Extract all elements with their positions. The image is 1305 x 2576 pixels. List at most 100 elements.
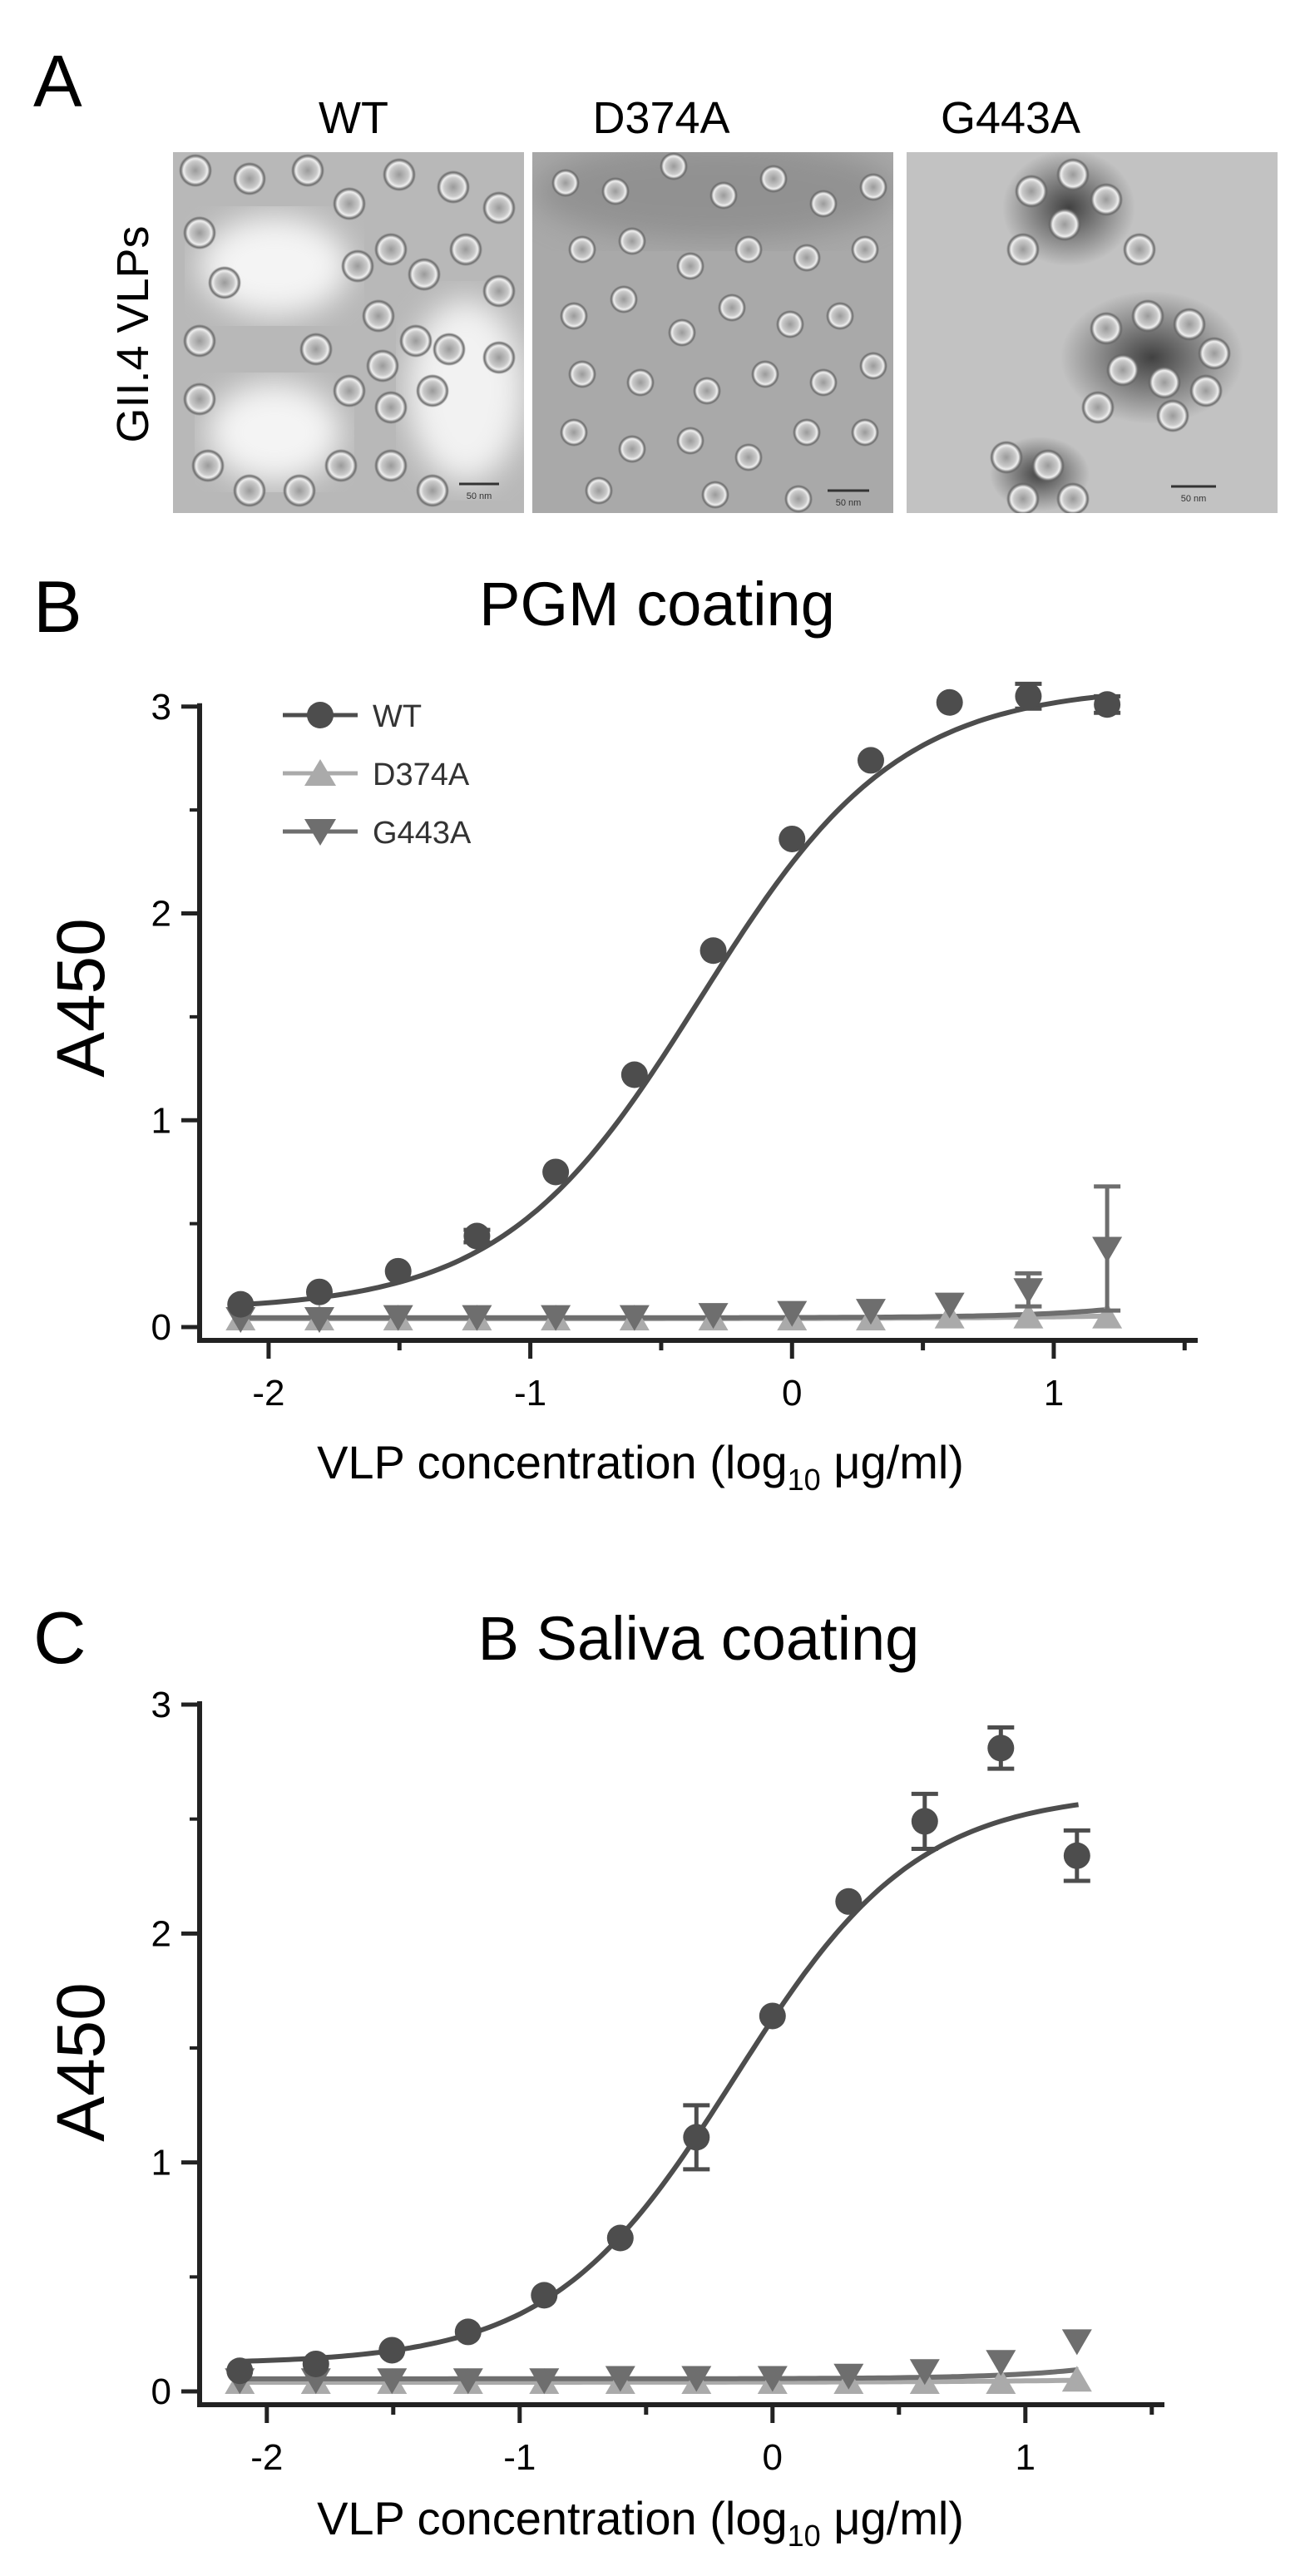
vlp-particle bbox=[676, 427, 704, 455]
vlp-particle bbox=[291, 154, 324, 187]
vlp-particle bbox=[568, 235, 596, 264]
legend-label-wt: WT bbox=[373, 699, 422, 734]
vlp-particle bbox=[668, 318, 696, 347]
data-point-wt bbox=[683, 2124, 709, 2150]
vlp-particle bbox=[859, 352, 887, 380]
vlp-particle bbox=[734, 235, 763, 264]
vlp-particle bbox=[676, 252, 704, 280]
vlp-particle bbox=[374, 449, 408, 482]
x-tick-label: 1 bbox=[1044, 1373, 1064, 1414]
column-label-d374a: D374A bbox=[592, 93, 729, 143]
chart-c-title: B Saliva coating bbox=[478, 1604, 920, 1673]
y-tick-label: 0 bbox=[151, 2371, 171, 2412]
data-point-wt bbox=[463, 1223, 490, 1250]
data-point-wt bbox=[607, 2225, 634, 2252]
data-point-wt bbox=[1064, 1843, 1090, 1869]
chart-b-legend: WT D374A G443A bbox=[283, 699, 472, 851]
micrograph-g443a: 50 nm bbox=[907, 150, 1278, 516]
vlp-particle bbox=[1006, 233, 1040, 266]
data-point-wt bbox=[306, 1279, 333, 1305]
data-point-wt bbox=[621, 1062, 648, 1088]
vlp-particle bbox=[1090, 312, 1123, 345]
x-tick-label: -2 bbox=[252, 1373, 284, 1414]
vlp-particle bbox=[233, 474, 266, 507]
fit-curve-g443a bbox=[236, 2370, 1078, 2379]
vlp-particle bbox=[374, 391, 408, 424]
data-point-wt bbox=[835, 1888, 862, 1915]
micrograph-wt: 50 nm bbox=[173, 152, 524, 513]
data-point-wt bbox=[226, 2357, 253, 2384]
vlp-particle bbox=[751, 360, 779, 388]
vlp-particle bbox=[362, 299, 395, 333]
vlp-particle bbox=[437, 170, 470, 204]
vlp-particle bbox=[333, 187, 366, 220]
legend-label-g443a: G443A bbox=[373, 816, 472, 851]
vlp-particle bbox=[233, 162, 266, 195]
scale-bar-text: 50 nm bbox=[467, 491, 492, 501]
vlp-particle bbox=[1156, 399, 1189, 432]
figure: A WT D374A G443A GII.4 VLPs 50 nm 50 nm … bbox=[0, 0, 1305, 2576]
vlp-particle bbox=[341, 249, 374, 283]
vlp-particle bbox=[809, 190, 838, 218]
vlp-particle bbox=[759, 165, 788, 193]
legend-item-d374a: D374A bbox=[283, 758, 470, 792]
x-tick-label: 1 bbox=[1016, 2437, 1036, 2478]
data-point-wt bbox=[912, 1808, 938, 1834]
panel-a-label: A bbox=[33, 40, 82, 122]
vlp-particle bbox=[1090, 183, 1123, 216]
vlp-particle bbox=[1106, 353, 1139, 387]
vlp-particle bbox=[809, 368, 838, 397]
x-tick-label: -1 bbox=[514, 1373, 546, 1414]
data-point-wt bbox=[1094, 691, 1120, 718]
vlp-particle bbox=[693, 377, 721, 405]
vlp-particle bbox=[568, 360, 596, 388]
chart-b-xlabel: VLP concentration (log10 μg/ml) bbox=[317, 1436, 964, 1497]
vlp-particle bbox=[1056, 482, 1090, 516]
vlp-particle bbox=[1081, 391, 1115, 424]
panel-b-label: B bbox=[33, 565, 82, 648]
vlp-particle bbox=[660, 152, 688, 180]
y-tick-label: 3 bbox=[151, 687, 171, 728]
panel-c-label: C bbox=[33, 1596, 87, 1679]
vlp-particle bbox=[618, 227, 646, 255]
data-point-g443a bbox=[1013, 1278, 1043, 1304]
vlp-particle bbox=[851, 418, 879, 447]
data-point-g443a bbox=[1092, 1236, 1122, 1262]
vlp-particle bbox=[701, 481, 729, 509]
x-label-tail: μg/ml) bbox=[821, 2492, 964, 2544]
vlp-particle bbox=[383, 158, 416, 191]
vlp-particle bbox=[610, 285, 638, 313]
y-tick-label: 1 bbox=[151, 2143, 171, 2184]
x-tick-label: 0 bbox=[782, 1373, 802, 1414]
vlp-particle bbox=[990, 441, 1023, 474]
vlp-particle bbox=[416, 474, 449, 507]
vlp-particle bbox=[433, 333, 466, 366]
fit-curve-wt bbox=[236, 1804, 1078, 2361]
y-tick-label: 2 bbox=[151, 894, 171, 935]
column-label-g443a: G443A bbox=[941, 93, 1080, 143]
chart-c-xlabel: VLP concentration (log10 μg/ml) bbox=[317, 2492, 964, 2553]
vlp-particle bbox=[826, 302, 854, 330]
legend-item-g443a: G443A bbox=[283, 816, 472, 851]
vlp-particle bbox=[366, 349, 399, 382]
vlp-particle bbox=[449, 233, 482, 266]
vlp-particle bbox=[183, 216, 216, 249]
vlp-particle bbox=[1123, 233, 1156, 266]
vlp-particle bbox=[1056, 158, 1090, 191]
y-tick-label: 1 bbox=[151, 1100, 171, 1141]
y-tick-label: 0 bbox=[151, 1307, 171, 1348]
data-point-wt bbox=[542, 1158, 569, 1185]
vlp-particle bbox=[1006, 482, 1040, 516]
data-point-wt bbox=[858, 747, 884, 773]
row-label-vlps: GII.4 VLPs bbox=[108, 225, 158, 442]
vlp-particle bbox=[1131, 299, 1164, 333]
x-tick-label: -2 bbox=[250, 2437, 283, 2478]
fit-curve-wt bbox=[237, 696, 1109, 1305]
data-point-wt bbox=[303, 2351, 329, 2377]
vlp-particle bbox=[551, 169, 580, 197]
x-label-sub: 10 bbox=[788, 1463, 821, 1497]
vlp-particle bbox=[283, 474, 316, 507]
vlp-particle bbox=[793, 244, 821, 272]
vlp-particle bbox=[560, 418, 588, 447]
vlp-particle bbox=[718, 294, 746, 322]
